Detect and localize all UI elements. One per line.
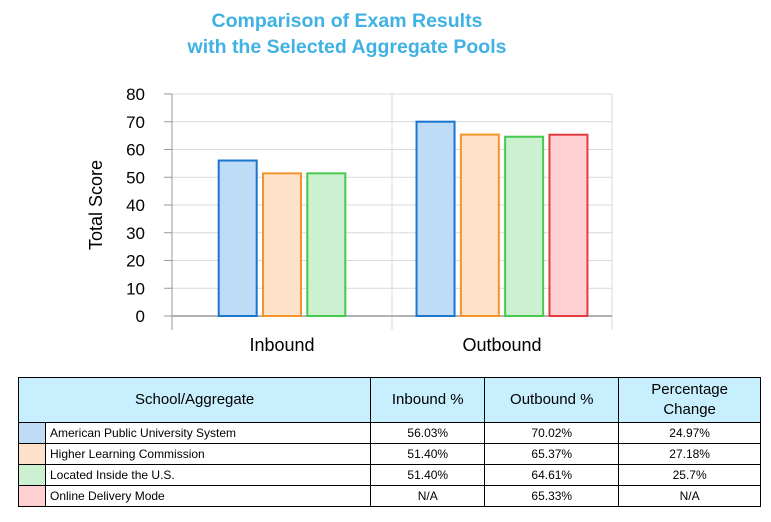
row-outbound: 65.37% — [484, 443, 620, 465]
row-outbound: 65.33% — [484, 485, 620, 507]
header-percentage-change: Percentage Change — [618, 377, 761, 423]
row-name: Located Inside the U.S. — [44, 464, 372, 486]
header-inbound: Inbound % — [370, 377, 486, 423]
table-row: Online Delivery Mode N/A 65.33% N/A — [18, 485, 761, 507]
results-table: School/Aggregate Inbound % Outbound % Pe… — [17, 377, 761, 507]
header-outbound: Outbound % — [484, 377, 620, 423]
x-category-label: Outbound — [462, 335, 541, 355]
x-category-label: Inbound — [249, 335, 314, 355]
row-inbound: N/A — [370, 485, 486, 507]
y-tick-label: 10 — [126, 279, 145, 298]
bar-inbound-higher-learning-commission — [262, 172, 302, 317]
table-row: Located Inside the U.S. 51.40% 64.61% 25.7% — [18, 464, 761, 486]
row-outbound: 64.61% — [484, 464, 620, 486]
y-tick-label: 20 — [126, 252, 145, 271]
bar-outbound-located-inside-the-u-s — [504, 135, 545, 317]
row-change: 24.97% — [618, 422, 761, 444]
legend-swatch — [18, 422, 46, 444]
table-row: Higher Learning Commission 51.40% 65.37% 27… — [18, 443, 761, 465]
bar-outbound-higher-learning-commission — [459, 133, 500, 317]
y-axis-title: Total Score — [86, 160, 106, 250]
row-inbound: 56.03% — [370, 422, 486, 444]
y-tick-label: 70 — [126, 113, 145, 132]
chart-title: Comparison of Exam Results with the Sele… — [0, 8, 694, 60]
table-header-row: School/Aggregate Inbound % Outbound % Pe… — [17, 377, 761, 423]
bar-outbound-american-public-university-system — [415, 120, 456, 317]
y-tick-label: 80 — [126, 85, 145, 104]
y-tick-label: 50 — [126, 168, 145, 187]
row-change: 27.18% — [618, 443, 761, 465]
row-change: N/A — [618, 485, 761, 507]
header-school-aggregate: School/Aggregate — [17, 377, 372, 423]
y-tick-label: 60 — [126, 141, 145, 160]
bar-chart: 0 10 20 30 40 50 60 70 80 Inbound Outbound Total Sc… — [86, 85, 613, 355]
table-row: American Public University System 56.03% 7… — [18, 422, 761, 444]
chart-title-line-2: with the Selected Aggregate Pools — [187, 36, 507, 58]
y-tick-label: 40 — [126, 196, 145, 215]
legend-swatch — [18, 464, 46, 486]
y-tick-label: 0 — [136, 307, 145, 326]
bar-inbound-located-inside-the-u-s — [306, 172, 347, 317]
row-outbound: 70.02% — [484, 422, 620, 444]
y-tick-label: 30 — [126, 224, 145, 243]
row-inbound: 51.40% — [370, 464, 486, 486]
row-name: Online Delivery Mode — [44, 485, 372, 507]
bar-inbound-american-public-university-system — [217, 159, 258, 317]
row-name: American Public University System — [44, 422, 372, 444]
bar-outbound-online-delivery-mode — [548, 133, 589, 317]
legend-swatch — [18, 485, 46, 507]
legend-swatch — [18, 443, 46, 465]
row-change: 25.7% — [618, 464, 761, 486]
row-inbound: 51.40% — [370, 443, 486, 465]
chart-title-line-1: Comparison of Exam Results — [211, 10, 483, 32]
row-name: Higher Learning Commission — [44, 443, 372, 465]
